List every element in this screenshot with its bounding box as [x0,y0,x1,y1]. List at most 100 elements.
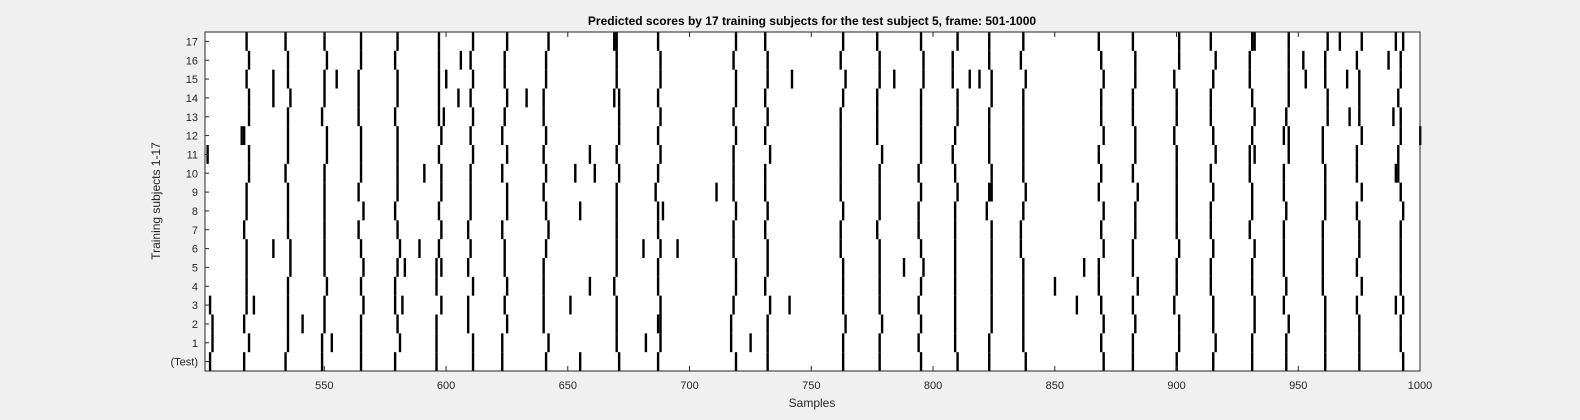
event-mark [988,126,991,145]
event-mark [247,107,251,127]
event-mark [1394,163,1398,183]
event-mark [1212,239,1215,258]
event-mark [1253,295,1256,315]
event-mark [1209,107,1212,127]
event-mark [878,333,881,353]
event-mark [617,126,621,145]
event-mark [988,107,991,127]
event-mark [1399,276,1402,296]
event-mark [766,107,769,127]
event-mark [919,182,923,202]
event-mark [841,352,845,371]
event-mark [437,145,441,164]
event-mark [1345,69,1349,89]
event-mark [1214,145,1217,164]
event-mark [471,276,475,296]
event-mark [547,220,550,240]
event-mark [656,352,660,371]
event-mark [1136,276,1139,296]
event-mark [841,276,845,296]
event-mark [1250,182,1254,202]
event-mark [1248,69,1251,89]
event-mark [839,145,842,164]
event-mark [839,107,842,127]
event-mark [393,107,397,127]
event-mark [878,182,881,202]
event-mark [323,258,326,277]
event-mark [617,352,621,371]
event-mark [1209,276,1212,296]
event-mark [1392,107,1395,127]
event-mark [240,126,243,145]
event-mark [471,352,475,371]
event-mark [1360,276,1363,296]
event-mark [505,145,509,164]
event-mark [878,163,881,183]
event-mark [325,126,329,145]
event-mark [1175,352,1178,371]
event-mark [766,69,769,89]
event-mark [1131,352,1135,371]
event-mark [1134,126,1137,145]
event-mark [613,32,616,51]
event-mark [1401,32,1405,51]
event-mark [844,69,847,89]
event-mark [1022,163,1025,183]
event-mark [922,258,925,277]
event-mark [1209,163,1212,183]
event-mark [661,201,665,221]
event-mark [357,107,360,127]
event-mark [457,88,460,108]
event-mark [764,163,767,183]
event-mark [1177,333,1181,353]
event-mark [988,50,991,70]
event-mark [876,88,879,108]
event-mark [359,50,363,70]
event-mark [1324,163,1327,183]
event-mark [876,32,879,51]
event-mark [1250,201,1254,221]
event-mark [615,32,618,51]
event-mark [1214,333,1217,353]
event-mark [471,107,475,127]
y-tick-label: 13 [186,112,198,124]
event-mark [659,333,662,353]
event-mark [505,201,509,221]
event-mark [245,276,248,296]
event-mark [734,126,738,145]
event-mark [286,126,290,145]
event-mark [1282,163,1286,183]
event-mark [951,145,954,164]
event-mark [359,32,363,51]
event-mark [953,239,957,258]
event-mark [1399,126,1402,145]
event-mark [1282,126,1286,145]
x-axis-ticks: 550 600 650 700 750 800 850 900 950 1000 [315,32,1432,392]
event-mark [211,314,214,334]
x-tick-label: 850 [1046,380,1064,392]
event-mark [1100,295,1103,315]
event-mark [1134,50,1137,70]
event-mark [440,295,443,315]
event-mark [359,352,363,371]
event-mark [247,88,251,108]
event-mark [841,333,845,353]
event-mark [659,295,662,315]
event-mark [990,258,993,277]
event-mark [1212,295,1215,315]
event-mark [656,163,660,183]
event-mark [362,295,365,315]
event-mark [1326,32,1329,51]
event-mark [919,314,923,334]
event-mark [1355,163,1359,183]
event-mark [435,276,438,296]
event-mark [544,352,548,371]
event-mark [396,32,399,51]
event-mark [1253,145,1256,164]
event-mark [1097,145,1100,164]
event-mark [732,163,735,183]
event-mark [764,126,767,145]
event-mark [1134,220,1137,240]
